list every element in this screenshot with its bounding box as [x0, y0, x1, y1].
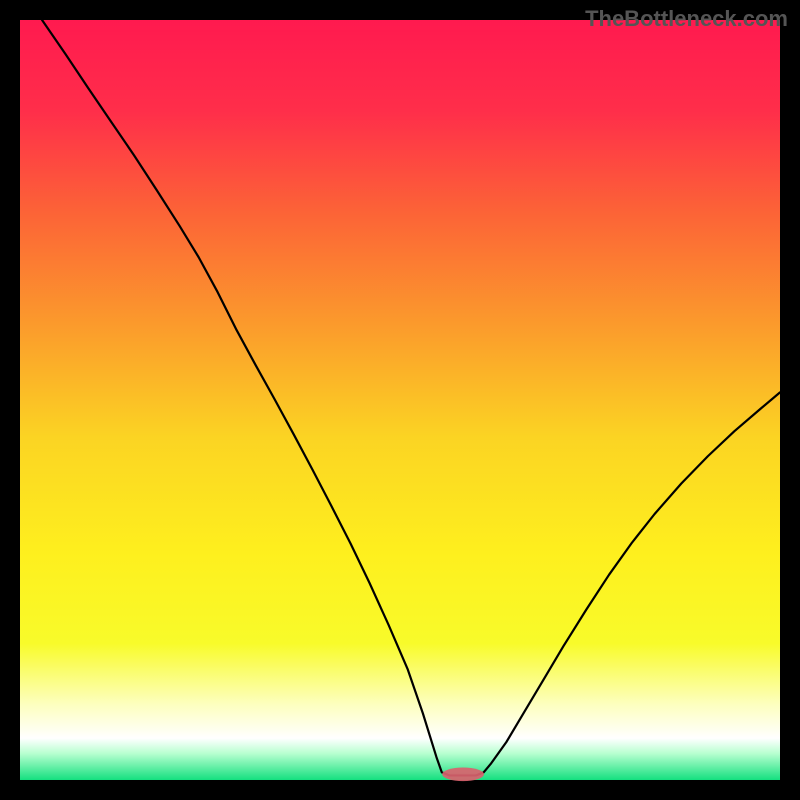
- chart-svg: [0, 0, 800, 800]
- plot-area: [20, 20, 780, 780]
- bottleneck-chart: TheBottleneck.com: [0, 0, 800, 800]
- optimal-marker: [442, 767, 484, 781]
- watermark-text: TheBottleneck.com: [585, 6, 788, 32]
